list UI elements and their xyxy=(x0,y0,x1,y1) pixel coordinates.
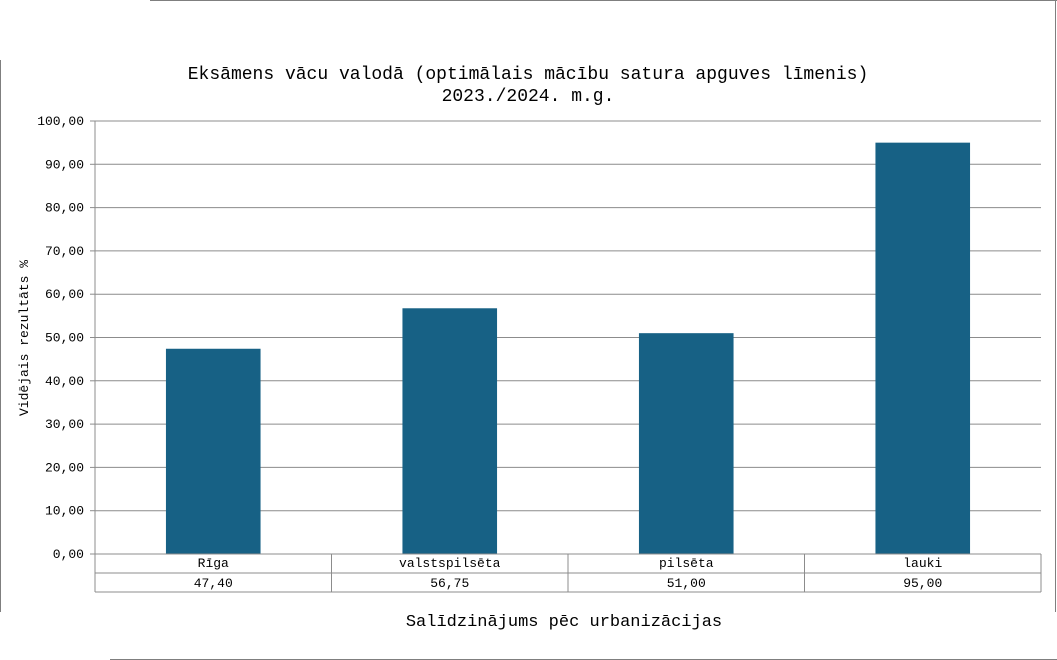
category-label: lauki xyxy=(903,556,942,571)
y-tick-label: 20,00 xyxy=(45,460,84,475)
bar-4 xyxy=(875,142,971,554)
y-tick-label: 50,00 xyxy=(45,331,84,346)
data-table: Rīga 47,40 valstspilsēta 56,75 pilsēta 51,00 l… xyxy=(94,553,1042,593)
bars xyxy=(165,142,971,554)
bar-2 xyxy=(402,308,498,554)
y-tick-label: 30,00 xyxy=(45,417,84,432)
frame-top-line xyxy=(150,0,1057,1)
y-tick-label: 60,00 xyxy=(45,287,84,302)
category-label: Rīga xyxy=(198,556,229,571)
bar-3 xyxy=(638,333,734,554)
y-axis-ticks: 0,00 10,00 20,00 30,00 40,00 50,00 60,00 70,00 8… xyxy=(37,114,84,562)
y-tick-label: 10,00 xyxy=(45,504,84,519)
value-label: 47,40 xyxy=(194,576,233,591)
y-tick-label: 70,00 xyxy=(45,244,84,259)
bar-1 xyxy=(165,348,261,554)
chart-subtitle: 2023./2024. m.g. xyxy=(442,87,615,107)
category-label: pilsēta xyxy=(659,556,714,571)
value-label: 51,00 xyxy=(667,576,706,591)
y-axis-label: Vidējais rezultāts % xyxy=(17,260,32,416)
y-tick-label: 40,00 xyxy=(45,374,84,389)
frame-right-line xyxy=(1055,0,1056,612)
chart-title: Eksāmens vācu valodā (optimālais mācību … xyxy=(188,65,869,85)
value-label: 95,00 xyxy=(903,576,942,591)
category-label: valstspilsēta xyxy=(399,556,501,571)
x-axis-label: Salīdzinājums pēc urbanizācijas xyxy=(406,613,722,632)
frame-left-line xyxy=(0,60,1,612)
value-label: 56,75 xyxy=(430,576,469,591)
y-tick-label: 0,00 xyxy=(53,547,84,562)
y-tick-label: 100,00 xyxy=(37,114,84,129)
y-tick-label: 90,00 xyxy=(45,157,84,172)
y-tick-label: 80,00 xyxy=(45,201,84,216)
